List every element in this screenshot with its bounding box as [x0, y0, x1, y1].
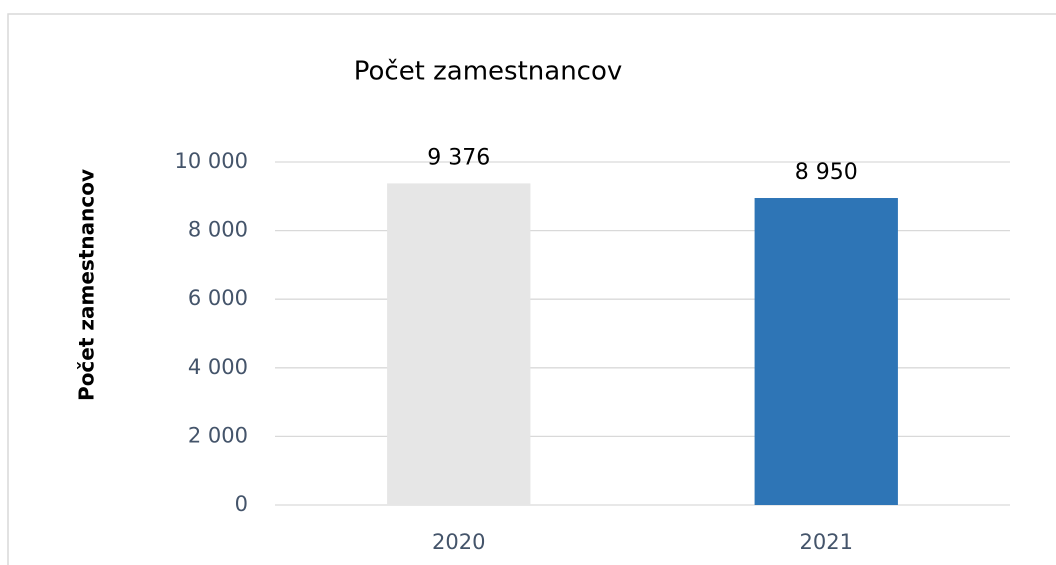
x-tick-label: 2020 [432, 530, 485, 554]
chart-title: Počet zamestnancov [354, 57, 623, 87]
y-tick-label: 10 000 [175, 149, 248, 173]
y-axis-label: Počet zamestnancov [75, 169, 99, 401]
bar [387, 183, 531, 505]
chart-frame [7, 13, 1056, 565]
x-tick-label: 2021 [800, 530, 853, 554]
bar [754, 198, 898, 505]
y-tick-label: 8 000 [188, 218, 248, 242]
data-label: 9 376 [427, 145, 490, 170]
y-tick-label: 4 000 [188, 355, 248, 379]
y-tick-label: 6 000 [188, 286, 248, 310]
y-tick-label: 2 000 [188, 423, 248, 447]
data-label: 8 950 [795, 160, 858, 185]
y-tick-label: 0 [235, 492, 248, 516]
